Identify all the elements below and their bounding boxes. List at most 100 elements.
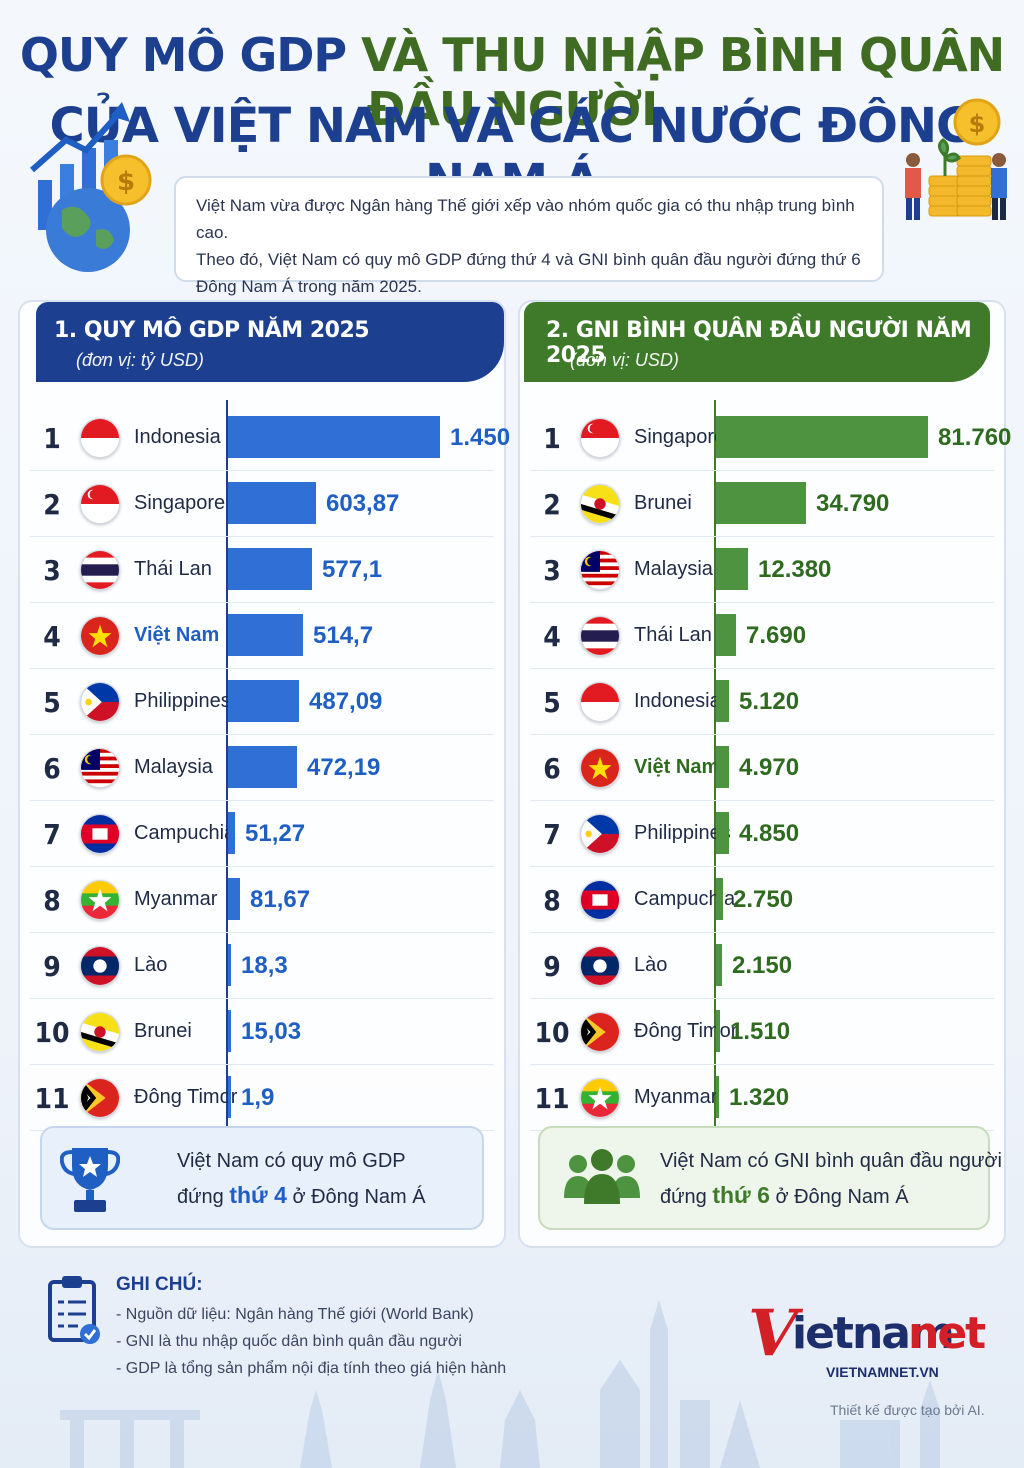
gni-rank-label: 6: [543, 752, 561, 785]
gdp-value-label: 81,67: [250, 886, 311, 913]
gni-axis-line: [714, 400, 716, 1130]
gni-country-label: Đông Timor: [634, 1020, 738, 1042]
gdp-rank-label: 2: [43, 488, 61, 521]
gni-value-label: 34.790: [816, 490, 890, 517]
gni-rank-label: 5: [543, 686, 561, 719]
flag-indonesia-icon: [580, 682, 620, 722]
gdp-bar-brunei: [228, 1010, 231, 1052]
flag-cambodia-icon: [580, 880, 620, 920]
gni-value-label: 2.150: [732, 952, 793, 979]
gni-value-label: 4.970: [739, 754, 800, 781]
flag-laos-icon: [80, 946, 120, 986]
gdp-value-label: 577,1: [322, 556, 383, 583]
flag-laos-icon: [580, 946, 620, 986]
intro-box: Việt Nam vừa được Ngân hàng Thế giới xếp…: [174, 176, 884, 296]
gni-row-timor-leste: 10 Đông Timor 1.510: [530, 998, 994, 1065]
people-icon: [564, 1149, 640, 1204]
gni-row-thailand: 4 Thái Lan 7.690: [530, 602, 994, 669]
gdp-bar-vietnam: [228, 614, 303, 656]
gdp-row-philippines: 5 Philippines 487,09: [30, 668, 494, 735]
people-coins-icon: $: [905, 98, 1007, 220]
flag-indonesia-icon: [80, 418, 120, 458]
flag-vietnam-icon: [80, 616, 120, 656]
gni-value-label: 7.690: [746, 622, 807, 649]
flag-singapore-icon: [580, 418, 620, 458]
flag-philippines-icon: [80, 682, 120, 722]
gni-callout-pre: đứng: [660, 1186, 707, 1208]
flag-timor-leste-icon: [80, 1078, 120, 1118]
gdp-country-label: Singapore: [134, 492, 226, 514]
gni-row-philippines: 7 Philippines 4.850: [530, 800, 994, 867]
gdp-callout: Việt Nam có quy mô GDP đứng thứ 4 ở Đông…: [40, 1126, 484, 1230]
growth-globe-icon: $: [30, 102, 152, 272]
gdp-chart-unit: (đơn vị: tỷ USD): [76, 350, 204, 370]
gni-row-brunei: 2 Brunei 34.790: [530, 470, 994, 537]
gdp-row-cambodia: 7 Campuchia 51,27: [30, 800, 494, 867]
gdp-country-label: Lào: [134, 954, 168, 976]
flag-brunei-icon: [80, 1012, 120, 1052]
gdp-country-label: Brunei: [134, 1020, 192, 1042]
svg-text:$: $: [969, 110, 986, 138]
gdp-value-label: 487,09: [309, 688, 383, 715]
gdp-value-label: 51,27: [245, 820, 306, 847]
gni-chart-unit: (đơn vị: USD): [570, 350, 679, 370]
intro-line2: Theo đó, Việt Nam có quy mô GDP đứng thứ…: [196, 250, 861, 269]
gni-country-label: Singapore: [634, 426, 726, 448]
gni-country-label: Indonesia: [634, 690, 721, 712]
gni-value-label: 1.510: [730, 1018, 791, 1045]
gdp-row-malaysia: 6 Malaysia 472,19: [30, 734, 494, 801]
gni-rank-label: 3: [543, 554, 561, 587]
gni-bar-laos: [716, 944, 722, 986]
gdp-country-label: Đông Timor: [134, 1086, 238, 1108]
logo-domain: VIETNAMNET.VN: [826, 1364, 939, 1380]
gni-country-label: Lào: [634, 954, 668, 976]
gdp-row-timor-leste: 11 Đông Timor 1,9: [30, 1064, 494, 1131]
gni-country-label: Thái Lan: [634, 624, 712, 646]
gdp-row-indonesia: 1 Indonesia 1.450: [30, 404, 510, 471]
title-gdp: QUY MÔ GDP: [19, 28, 347, 82]
gdp-country-label: Malaysia: [134, 756, 213, 778]
vietnamnet-logo: V ietnam net VIETNAMNET.VN: [748, 1296, 988, 1386]
gni-row-myanmar: 11 Myanmar 1.320: [530, 1064, 994, 1131]
flag-thailand-icon: [580, 616, 620, 656]
gdp-country-label: Indonesia: [134, 426, 221, 448]
gni-callout-rank: thứ 6: [712, 1182, 770, 1208]
clipboard-icon: [48, 1276, 100, 1344]
gni-rank-label: 9: [543, 950, 561, 983]
gni-bar-philippines: [716, 812, 729, 854]
flag-philippines-icon: [580, 814, 620, 854]
flag-vietnam-icon: [580, 748, 620, 788]
gni-rank-label: 8: [543, 884, 561, 917]
gdp-rank-label: 6: [43, 752, 61, 785]
gdp-row-vietnam: 4 Việt Nam 514,7: [30, 602, 494, 669]
svg-text:$: $: [117, 167, 135, 197]
gni-row-laos: 9 Lào 2.150: [530, 932, 994, 999]
flag-singapore-icon: [80, 484, 120, 524]
gni-country-label: Brunei: [634, 492, 692, 514]
gdp-country-label: Campuchia: [134, 822, 236, 844]
gni-panel: 2. GNI BÌNH QUÂN ĐẦU NGƯỜI NĂM 2025 (đơn…: [518, 300, 1011, 1248]
flag-malaysia-icon: [80, 748, 120, 788]
gdp-rank-label: 1: [43, 422, 61, 455]
gni-country-label: Myanmar: [634, 1086, 718, 1108]
gni-row-indonesia: 5 Indonesia 5.120: [530, 668, 994, 735]
gdp-rank-label: 10: [34, 1016, 70, 1049]
gdp-rank-label: 9: [43, 950, 61, 983]
gni-row-cambodia: 8 Campuchia 2.750: [530, 866, 994, 933]
gni-callout-post: ở Đông Nam Á: [775, 1186, 909, 1208]
gni-bar-indonesia: [716, 680, 729, 722]
gdp-value-label: 15,03: [241, 1018, 302, 1045]
gni-rank-label: 1: [543, 422, 561, 455]
gdp-callout-post: ở Đông Nam Á: [292, 1186, 426, 1208]
gdp-callout-rank: thứ 4: [229, 1182, 287, 1208]
main-title-line2: CỦA VIỆT NAM VÀ CÁC NƯỚC ĐÔNG NAM Á: [49, 98, 976, 210]
gdp-row-laos: 9 Lào 18,3: [30, 932, 494, 999]
gdp-country-label: Myanmar: [134, 888, 218, 910]
gdp-bar-philippines: [228, 680, 299, 722]
logo-ietnam: ietnam: [792, 1308, 955, 1359]
gdp-country-label: Philippines: [134, 690, 231, 712]
gdp-callout-line1: Việt Nam có quy mô GDP: [177, 1150, 406, 1172]
gdp-bar-myanmar: [228, 878, 240, 920]
gdp-value-label: 472,19: [307, 754, 381, 781]
note-item-3: - GDP là tổng sản phẩm nội địa tính theo…: [116, 1360, 507, 1377]
